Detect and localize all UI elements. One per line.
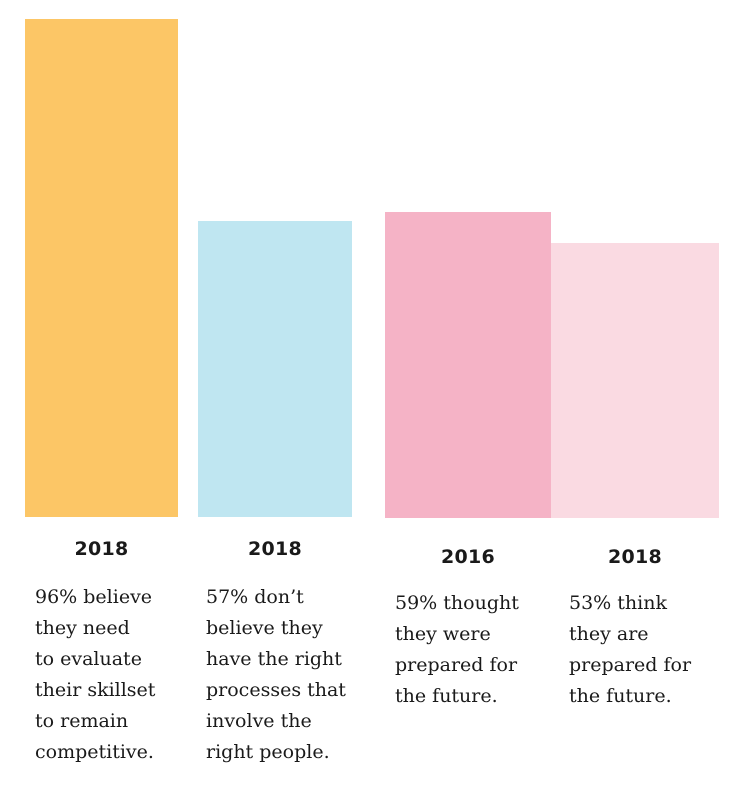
bar-description: 53% think they are prepared for the future. [569, 588, 691, 712]
description-line: involve the [206, 710, 312, 732]
description-line: competitive. [35, 741, 154, 763]
bar-year-label: 2018 [607, 546, 663, 568]
bar-year-label: 2018 [74, 538, 129, 560]
description-line: 53% think [569, 592, 667, 614]
bar-year-label: 2016 [440, 546, 496, 568]
description-line: they are [569, 623, 649, 645]
description-line: to evaluate [35, 648, 142, 670]
bar-1 [25, 19, 178, 517]
description-line: they need [35, 617, 130, 639]
bar-3 [385, 212, 551, 518]
bar-description: 59% thought they were prepared for the futu… [395, 588, 519, 712]
bar-year-label: 2018 [247, 538, 303, 560]
description-line: processes that [206, 679, 346, 701]
description-line: 96% believe [35, 586, 153, 608]
description-line: the future. [569, 685, 672, 707]
description-line: they were [395, 623, 491, 645]
description-line: to remain [35, 710, 129, 732]
bar-4 [551, 243, 719, 518]
bar-2 [198, 221, 352, 517]
description-line: prepared for [569, 654, 692, 676]
description-line: 57% don’t [206, 586, 304, 608]
description-line: prepared for [395, 654, 518, 676]
description-line: their skillset [35, 679, 156, 701]
description-line: believe they [206, 617, 323, 639]
description-line: have the right [206, 648, 342, 670]
bar-description: 57% don’t believe they have the right proce… [206, 582, 346, 768]
bar-description: 96% believe they need to evaluate their ski… [35, 582, 155, 768]
description-line: 59% thought [395, 592, 519, 614]
description-line: the future. [395, 685, 498, 707]
description-line: right people. [206, 741, 330, 763]
